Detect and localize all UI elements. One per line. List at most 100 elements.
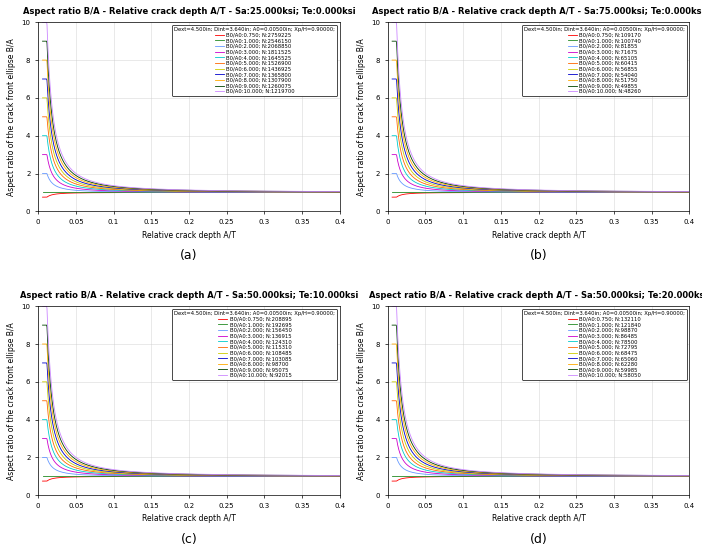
- B0/A0:7.000; N:103085: [211, 472, 220, 479]
- B0/A0:6.000; N:68475: [577, 472, 585, 479]
- B0/A0:8.000; N:1307900: [294, 188, 303, 195]
- B0/A0:4.000; N:124310: [219, 473, 227, 479]
- B0/A0:1.000; N:192695: [294, 473, 303, 480]
- B0/A0:8.000; N:1307900: [227, 188, 236, 194]
- B0/A0:9.000; N:95075: [211, 471, 220, 478]
- B0/A0:0.750; N:2759225: [336, 189, 344, 196]
- B0/A0:4.000; N:78500: [388, 416, 397, 423]
- B0/A0:4.000; N:78500: [614, 473, 622, 479]
- B0/A0:0.750; N:208895: [211, 473, 220, 480]
- Line: B0/A0:10.000; N:1219700: B0/A0:10.000; N:1219700: [43, 22, 340, 192]
- B0/A0:1.000; N:192695: [57, 473, 65, 480]
- B0/A0:9.000; N:1260075: [227, 188, 236, 194]
- B0/A0:3.000; N:86485: [577, 473, 585, 479]
- B0/A0:9.000; N:95075: [294, 472, 303, 479]
- B0/A0:7.000; N:65060: [644, 473, 652, 479]
- B0/A0:6.000; N:108485: [294, 473, 303, 479]
- B0/A0:8.000; N:98700: [264, 472, 272, 479]
- B0/A0:2.000; N:2068850: [227, 189, 236, 196]
- B0/A0:9.000; N:49855: [644, 188, 652, 195]
- Line: B0/A0:10.000; N:92015: B0/A0:10.000; N:92015: [43, 306, 340, 475]
- B0/A0:1.000; N:121840: [388, 473, 397, 480]
- B0/A0:4.000; N:1645525: [264, 189, 272, 196]
- Line: B0/A0:6.000; N:68475: B0/A0:6.000; N:68475: [392, 382, 689, 476]
- B0/A0:8.000; N:51750: [644, 188, 652, 195]
- B0/A0:3.000; N:136915: [294, 473, 303, 479]
- B0/A0:3.000; N:71675: [614, 189, 622, 196]
- B0/A0:5.000; N:60415: [406, 171, 415, 177]
- B0/A0:9.000; N:1260075: [211, 187, 220, 194]
- B0/A0:10.000; N:58050: [577, 471, 585, 478]
- B0/A0:4.000; N:78500: [561, 473, 569, 479]
- Line: B0/A0:8.000; N:62280: B0/A0:8.000; N:62280: [392, 344, 689, 476]
- B0/A0:8.000; N:1307900: [57, 157, 65, 164]
- B0/A0:3.000; N:1811525: [211, 189, 220, 196]
- B0/A0:10.000; N:48260: [388, 19, 397, 25]
- B0/A0:5.000; N:60415: [685, 189, 694, 196]
- B0/A0:4.000; N:65105: [685, 189, 694, 196]
- B0/A0:7.000; N:65060: [577, 472, 585, 479]
- B0/A0:0.750; N:2759225: [39, 194, 47, 201]
- B0/A0:2.000; N:156450: [294, 473, 303, 480]
- B0/A0:9.000; N:1260075: [39, 38, 47, 44]
- B0/A0:0.750; N:132110: [577, 473, 585, 480]
- B0/A0:0.750; N:132110: [569, 473, 577, 480]
- B0/A0:4.000; N:124310: [264, 473, 272, 479]
- B0/A0:7.000; N:54040: [577, 188, 585, 194]
- B0/A0:0.750; N:2759225: [264, 189, 272, 196]
- B0/A0:0.750; N:109170: [561, 189, 569, 196]
- B0/A0:0.750; N:132110: [614, 473, 622, 480]
- B0/A0:9.000; N:95075: [39, 322, 47, 329]
- Line: B0/A0:2.000; N:156450: B0/A0:2.000; N:156450: [43, 458, 340, 476]
- B0/A0:5.000; N:72795: [569, 472, 577, 479]
- Line: B0/A0:0.750; N:208895: B0/A0:0.750; N:208895: [43, 476, 340, 481]
- B0/A0:4.000; N:1645525: [294, 189, 303, 196]
- Line: B0/A0:3.000; N:136915: B0/A0:3.000; N:136915: [43, 439, 340, 476]
- B0/A0:10.000; N:1219700: [57, 148, 65, 155]
- B0/A0:5.000; N:60415: [614, 188, 622, 195]
- B0/A0:5.000; N:1526900: [227, 188, 236, 195]
- B0/A0:6.000; N:56855: [577, 188, 585, 195]
- B0/A0:10.000; N:58050: [644, 472, 652, 479]
- B0/A0:10.000; N:1219700: [219, 187, 227, 194]
- B0/A0:5.000; N:115310: [219, 472, 227, 479]
- B0/A0:8.000; N:51750: [388, 57, 397, 63]
- B0/A0:0.750; N:2759225: [227, 189, 236, 196]
- B0/A0:9.000; N:59985: [685, 473, 694, 479]
- B0/A0:6.000; N:108485: [336, 473, 344, 479]
- Y-axis label: Aspect ratio of the crack front ellipse B/A: Aspect ratio of the crack front ellipse …: [7, 322, 16, 480]
- B0/A0:2.000; N:98870: [614, 473, 622, 480]
- B0/A0:9.000; N:49855: [685, 188, 694, 195]
- B0/A0:7.000; N:1365800: [39, 76, 47, 83]
- B0/A0:2.000; N:81855: [388, 170, 397, 177]
- B0/A0:10.000; N:1219700: [294, 188, 303, 194]
- B0/A0:6.000; N:68475: [388, 378, 397, 385]
- B0/A0:4.000; N:124310: [211, 473, 220, 479]
- B0/A0:7.000; N:103085: [336, 473, 344, 479]
- B0/A0:5.000; N:72795: [685, 473, 694, 479]
- B0/A0:6.000; N:1436925: [39, 95, 47, 101]
- B0/A0:6.000; N:56855: [388, 95, 397, 101]
- B0/A0:0.750; N:208895: [294, 473, 303, 480]
- B0/A0:7.000; N:103085: [57, 445, 65, 452]
- B0/A0:3.000; N:1811525: [294, 189, 303, 196]
- B0/A0:3.000; N:136915: [39, 435, 47, 442]
- B0/A0:0.750; N:2759225: [219, 189, 227, 196]
- B0/A0:6.000; N:56855: [614, 188, 622, 195]
- B0/A0:0.750; N:132110: [685, 473, 694, 480]
- B0/A0:1.000; N:2546150: [264, 189, 272, 196]
- Legend: B0/A0:0.750; N:2759225, B0/A0:1.000; N:2546150, B0/A0:2.000; N:2068850, B0/A0:3.: B0/A0:0.750; N:2759225, B0/A0:1.000; N:2…: [172, 25, 337, 96]
- B0/A0:6.000; N:56855: [644, 188, 652, 195]
- B0/A0:10.000; N:58050: [406, 432, 415, 439]
- B0/A0:2.000; N:2068850: [39, 170, 47, 177]
- B0/A0:1.000; N:192695: [219, 473, 227, 480]
- B0/A0:1.000; N:2546150: [39, 189, 47, 196]
- Line: B0/A0:8.000; N:51750: B0/A0:8.000; N:51750: [392, 60, 689, 192]
- B0/A0:9.000; N:49855: [406, 152, 415, 159]
- B0/A0:3.000; N:136915: [227, 473, 236, 479]
- Line: B0/A0:6.000; N:108485: B0/A0:6.000; N:108485: [43, 382, 340, 476]
- Line: B0/A0:4.000; N:65105: B0/A0:4.000; N:65105: [392, 136, 689, 192]
- B0/A0:7.000; N:65060: [561, 472, 569, 479]
- Line: B0/A0:4.000; N:78500: B0/A0:4.000; N:78500: [392, 419, 689, 476]
- B0/A0:1.000; N:192695: [264, 473, 272, 480]
